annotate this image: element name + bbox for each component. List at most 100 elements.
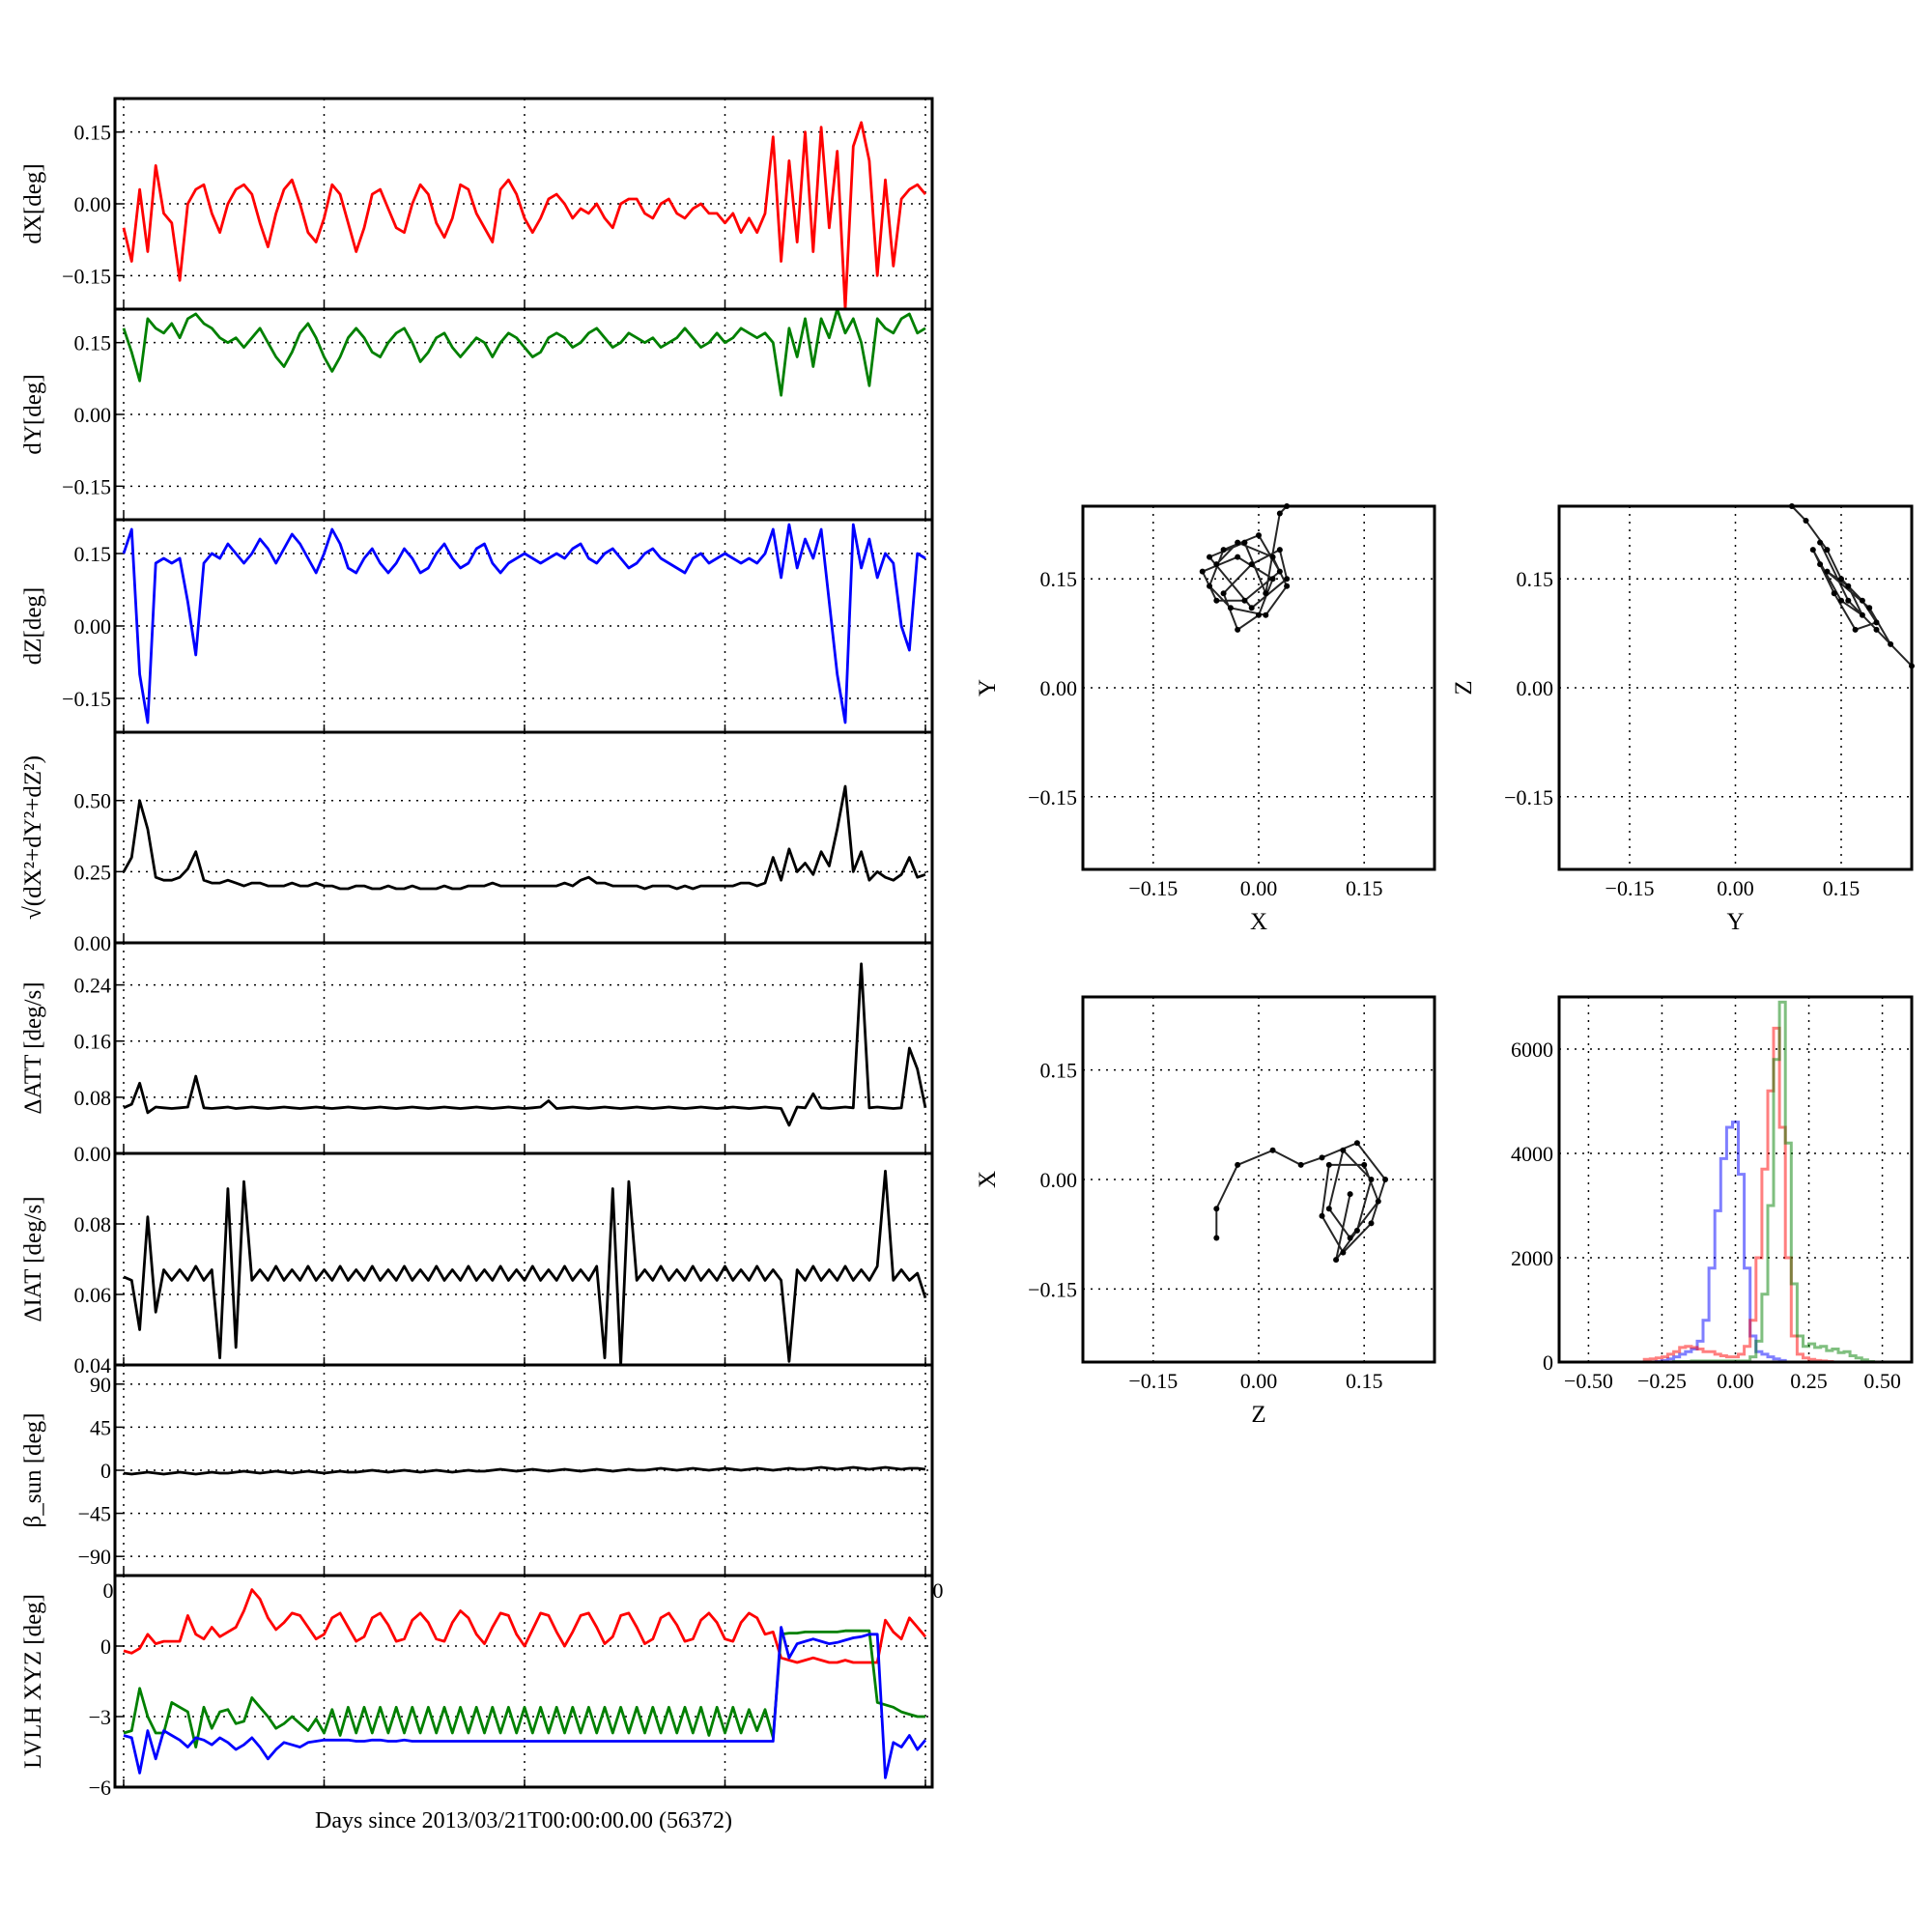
y-tick-label: −0.15 — [62, 687, 111, 711]
y-axis-label: dZ[deg] — [20, 587, 46, 666]
data-point — [1340, 1249, 1347, 1256]
data-point — [1263, 611, 1269, 618]
x-tick-label: −0.25 — [1637, 1369, 1687, 1393]
plot-frame — [1557, 504, 1914, 871]
time-series-stack: −0.15 0.00 0.15 dX[deg] −0.15 0.00 0.15 dY[deg]… — [20, 97, 934, 1800]
data-point — [1235, 539, 1241, 546]
y-tick-label: 4000 — [1511, 1142, 1553, 1166]
x-tick-label: 0.00 — [1717, 876, 1754, 900]
data-point — [1859, 611, 1865, 618]
histogram-xyz: −0.50 −0.25 0.00 0.25 0.50 0 2000 4000 6000 — [1511, 995, 1914, 1393]
x-tick-label: 0.00 — [1717, 1369, 1754, 1393]
y-tick-label: 0.00 — [74, 192, 112, 216]
plot-frame — [1081, 504, 1436, 871]
series-line-1 — [123, 1465, 926, 1476]
y-axis-label: √(dX²+dY²+dZ²) — [20, 755, 46, 920]
panel-4: 0.00 0.25 0.50 √(dX²+dY²+dZ²) — [20, 730, 934, 955]
trajectory-line — [1791, 505, 1913, 668]
x-tick-label: 0.00 — [1240, 876, 1278, 900]
x-tick-label: −0.15 — [1128, 1369, 1178, 1393]
series-line-2 — [123, 1629, 925, 1748]
data-point — [1375, 1198, 1381, 1205]
data-point — [1297, 1161, 1304, 1168]
data-point — [1284, 582, 1291, 589]
scatter-y-z: −0.15 −0.15 0.00 0.00 0.15 0.15 Y Z — [1451, 503, 1915, 935]
data-point — [1269, 576, 1276, 582]
panel-2: −0.15 0.00 0.15 dY[deg] — [20, 307, 934, 522]
y-tick-label: 0.00 — [74, 1142, 112, 1166]
y-tick-label: 0.15 — [1040, 1059, 1078, 1083]
y-axis-label: Z — [1451, 680, 1477, 695]
y-tick-label: 0.15 — [1040, 567, 1078, 591]
data-point — [1347, 1191, 1353, 1198]
y-tick-label: 45 — [90, 1415, 111, 1439]
y-tick-label: −0.15 — [1028, 785, 1077, 810]
y-axis-label: X — [975, 1171, 1001, 1188]
y-tick-label: −90 — [78, 1545, 111, 1569]
data-point — [1276, 568, 1283, 575]
series-line-3 — [123, 1626, 927, 1779]
x-tick-label: 0.15 — [1346, 876, 1383, 900]
series-line-1 — [122, 523, 926, 724]
y-tick-label: −0.15 — [62, 264, 111, 288]
series-line-1 — [123, 1588, 927, 1664]
y-axis-label: LVLH XYZ [deg] — [20, 1594, 46, 1769]
data-point — [1325, 1161, 1332, 1168]
trajectory-line — [1201, 505, 1289, 632]
y-tick-label: 0.24 — [74, 974, 112, 998]
data-point — [1227, 605, 1234, 611]
y-tick-label: 0.00 — [74, 931, 112, 955]
panel-frame — [113, 941, 934, 1155]
y-tick-label: 0 — [100, 1459, 111, 1483]
y-tick-label: 0.00 — [1517, 676, 1554, 700]
y-axis-label: ΔATT [deg/s] — [20, 981, 46, 1114]
x-tick-label: 0.25 — [1790, 1369, 1828, 1393]
y-tick-label: 90 — [90, 1373, 111, 1397]
histogram-series-1 — [1559, 1121, 1912, 1364]
y-axis-label: dY[deg] — [20, 374, 46, 454]
panel-8: −6 −3 0 LVLH XYZ [deg] — [20, 1574, 934, 1800]
x-tick-label: 0.00 — [1240, 1369, 1278, 1393]
x-tick-label: −0.15 — [1128, 876, 1178, 900]
data-point — [1319, 1212, 1325, 1219]
data-point — [1824, 568, 1831, 575]
data-point — [1325, 1206, 1332, 1212]
stray-tick-label-right: 0 — [933, 1578, 944, 1603]
panel-frame — [113, 730, 934, 945]
y-tick-label: 0.08 — [74, 1086, 112, 1110]
data-point — [1213, 561, 1220, 568]
y-tick-label: 0.00 — [1040, 676, 1078, 700]
data-point — [1831, 590, 1837, 597]
x-axis-label: X — [1250, 909, 1267, 935]
data-point — [1263, 590, 1269, 597]
data-point — [1248, 605, 1255, 611]
panel-1: −0.15 0.00 0.15 dX[deg] — [20, 97, 934, 311]
panel-7: −90 −45 0 45 90 β_sun [deg] — [20, 1363, 934, 1577]
data-point — [1852, 626, 1859, 633]
y-tick-label: 0.15 — [1517, 567, 1554, 591]
data-point — [1866, 605, 1873, 611]
data-point — [1845, 582, 1852, 589]
x-tick-label: 0.15 — [1823, 876, 1861, 900]
x-tick-label: 0.50 — [1863, 1369, 1901, 1393]
y-axis-label: dX[deg] — [20, 163, 46, 243]
y-tick-label: 0.00 — [74, 403, 112, 427]
data-point — [1276, 547, 1283, 554]
y-tick-label: 6000 — [1511, 1037, 1553, 1062]
scatter-x-y: −0.15 −0.15 0.00 0.00 0.15 0.15 X Y — [975, 503, 1436, 935]
y-tick-label: −0.15 — [62, 474, 111, 498]
y-axis-label: β_sun [deg] — [20, 1413, 46, 1528]
y-tick-label: −45 — [78, 1502, 111, 1526]
y-tick-label: 0.06 — [74, 1283, 112, 1307]
data-point — [1220, 547, 1227, 554]
y-tick-label: 2000 — [1511, 1246, 1553, 1270]
y-tick-label: −6 — [89, 1776, 111, 1800]
data-point — [1207, 582, 1213, 589]
data-point — [1817, 539, 1824, 546]
data-point — [1235, 1161, 1241, 1168]
data-point — [1207, 554, 1213, 560]
histogram-series-2 — [1559, 1026, 1912, 1364]
x-tick-label: −0.50 — [1564, 1369, 1613, 1393]
data-point — [1382, 1177, 1389, 1182]
